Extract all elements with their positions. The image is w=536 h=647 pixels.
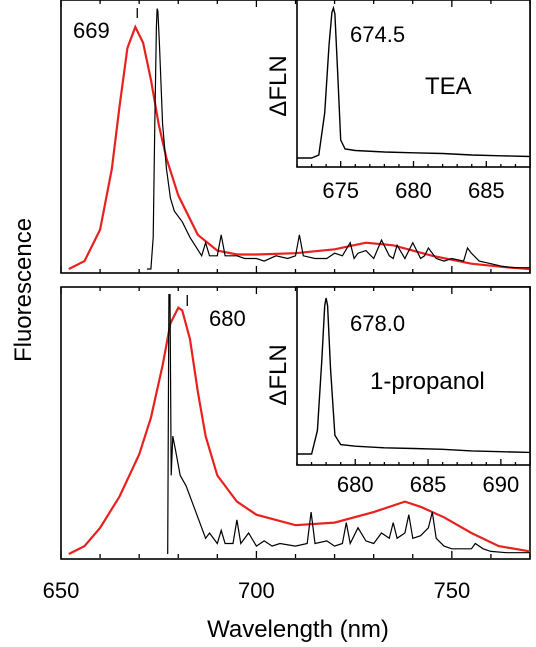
x-tick-label: 750 [433, 578, 470, 603]
bottom-inset-frame [296, 286, 531, 466]
top-inset-x-tick-label: 680 [395, 178, 432, 203]
bottom-inset-solvent: 1-propanol [370, 368, 485, 395]
top-inset-ylabel: ΔFLN [265, 55, 292, 116]
x-tick-label: 650 [43, 578, 80, 603]
bottom-inset-fln-trace [297, 297, 531, 455]
top-inset-peak-label: 674.5 [350, 22, 405, 47]
bottom-inset-ylabel: ΔFLN [265, 344, 292, 405]
top-inset-x-tick-label: 675 [322, 178, 359, 203]
bottom-main-series [68, 294, 531, 555]
bottom-inset-x-tick-label: 680 [337, 472, 374, 497]
bottom-inset-peak-label: 678.0 [350, 311, 405, 336]
top-main-series [68, 8, 531, 271]
top-peak-label: 669 [73, 18, 110, 43]
top-inset-frame [296, 0, 531, 168]
top-fluorescence-trace [68, 24, 531, 271]
bottom-fluorescence-trace [68, 306, 531, 555]
top-inset-solvent: TEA [425, 73, 472, 100]
bottom-inset-x-tick-label: 690 [483, 472, 520, 497]
x-tick-label: 700 [238, 578, 275, 603]
bottom-peak-label: 680 [209, 306, 246, 331]
y-axis-title: Fluorescence [10, 218, 37, 362]
bottom-fln-trace [167, 294, 530, 555]
bottom-inset-x-tick-label: 685 [410, 472, 447, 497]
top-fln-trace [147, 8, 530, 270]
x-axis-title: Wavelength (nm) [207, 616, 389, 643]
top-inset-fln-trace [297, 5, 531, 159]
top-inset-x-tick-label: 685 [468, 178, 505, 203]
